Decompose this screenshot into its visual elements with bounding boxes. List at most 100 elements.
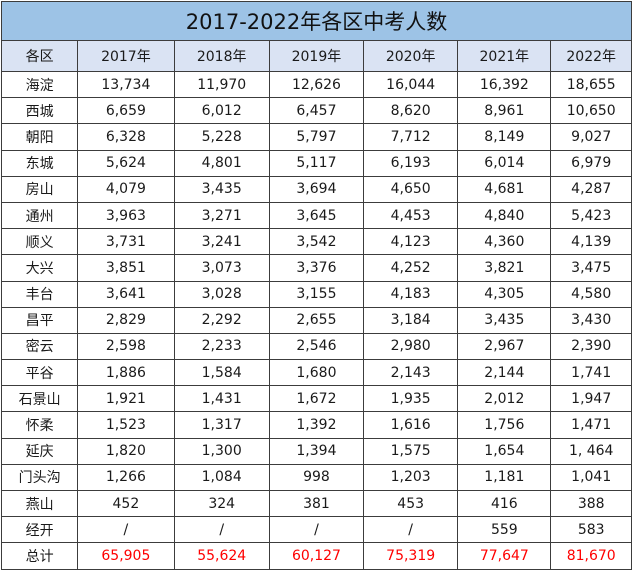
count-cell: 2,655 xyxy=(268,306,365,334)
count-cell: 4,139 xyxy=(550,228,632,256)
count-cell: 6,014 xyxy=(457,149,552,177)
count-cell: 3,073 xyxy=(173,254,270,282)
count-cell: 2,292 xyxy=(173,306,270,334)
count-cell: 4,650 xyxy=(363,175,459,203)
count-cell: 4,801 xyxy=(173,149,270,177)
count-cell: 3,475 xyxy=(550,254,632,282)
district-cell: 西城 xyxy=(0,97,79,125)
count-cell: 4,123 xyxy=(363,228,459,256)
count-cell: 453 xyxy=(363,489,459,518)
district-cell: 东城 xyxy=(0,149,79,177)
district-cell: 丰台 xyxy=(0,280,79,308)
count-cell: 18,655 xyxy=(550,70,632,99)
count-cell: 5,423 xyxy=(550,201,632,230)
header-cell: 2021年 xyxy=(457,40,552,72)
count-cell: 5,624 xyxy=(77,149,175,177)
count-cell: 1,300 xyxy=(173,437,270,465)
count-cell: / xyxy=(268,516,365,544)
count-cell: 1,523 xyxy=(77,411,175,439)
count-cell: 3,155 xyxy=(268,280,365,308)
count-cell: 1,947 xyxy=(550,385,632,413)
table-row: 延庆 1,820 1,300 1,394 1,575 1,654 1, 464 xyxy=(0,437,632,465)
count-cell: 1,471 xyxy=(550,411,632,439)
table-row: 东城 5,624 4,801 5,117 6,193 6,014 6,979 xyxy=(0,149,632,177)
count-cell: 3,435 xyxy=(173,175,270,203)
count-cell: 2,012 xyxy=(457,385,552,413)
count-cell: 5,228 xyxy=(173,123,270,151)
count-cell: 4,252 xyxy=(363,254,459,282)
count-cell: 1,041 xyxy=(550,463,632,492)
district-cell: 怀柔 xyxy=(0,411,79,439)
count-cell: 7,712 xyxy=(363,123,459,151)
title-row: 2017-2022年各区中考人数 xyxy=(1,1,632,41)
count-cell: 4,287 xyxy=(550,175,632,203)
count-cell: 2,967 xyxy=(457,332,552,361)
count-cell: 4,079 xyxy=(77,175,175,203)
total-cell: 55,624 xyxy=(173,542,270,570)
count-cell: 416 xyxy=(457,489,552,518)
count-cell: 1,317 xyxy=(173,411,270,439)
district-cell: 门头沟 xyxy=(0,463,79,492)
count-cell: / xyxy=(173,516,270,544)
count-cell: 1,756 xyxy=(457,411,552,439)
header-cell: 各区 xyxy=(0,40,79,72)
total-cell: 60,127 xyxy=(268,542,365,570)
count-cell: 3,542 xyxy=(268,228,365,256)
count-cell: 3,694 xyxy=(268,175,365,203)
count-cell: 8,620 xyxy=(363,97,459,125)
count-cell: 3,435 xyxy=(457,306,552,334)
count-cell: 16,044 xyxy=(363,70,459,99)
count-cell: 1,680 xyxy=(268,359,365,387)
count-cell: / xyxy=(363,516,459,544)
count-cell: 2,980 xyxy=(363,332,459,361)
count-cell: 1,886 xyxy=(77,359,175,387)
district-cell: 昌平 xyxy=(0,306,79,334)
count-cell: 1,820 xyxy=(77,437,175,465)
district-cell: 经开 xyxy=(0,516,79,544)
count-cell: 4,840 xyxy=(457,201,552,230)
table-row: 丰台 3,641 3,028 3,155 4,183 4,305 4,580 xyxy=(0,280,632,308)
count-cell: 583 xyxy=(550,516,632,544)
count-cell: / xyxy=(77,516,175,544)
count-cell: 6,659 xyxy=(77,97,175,125)
count-cell: 324 xyxy=(173,489,270,518)
count-cell: 6,979 xyxy=(550,149,632,177)
count-cell: 4,453 xyxy=(363,201,459,230)
district-cell: 房山 xyxy=(0,175,79,203)
header-cell: 2019年 xyxy=(268,40,365,72)
district-cell: 燕山 xyxy=(0,489,79,518)
count-cell: 6,457 xyxy=(268,97,365,125)
district-cell: 海淀 xyxy=(0,70,79,99)
header-cell: 2018年 xyxy=(173,40,270,72)
table-row: 朝阳 6,328 5,228 5,797 7,712 8,149 9,027 xyxy=(0,123,632,151)
count-cell: 1,584 xyxy=(173,359,270,387)
district-cell: 通州 xyxy=(0,201,79,230)
count-cell: 3,028 xyxy=(173,280,270,308)
count-cell: 1,084 xyxy=(173,463,270,492)
table-row: 平谷 1,886 1,584 1,680 2,143 2,144 1,741 xyxy=(0,359,632,387)
count-cell: 388 xyxy=(550,489,632,518)
count-cell: 3,376 xyxy=(268,254,365,282)
count-cell: 4,681 xyxy=(457,175,552,203)
count-cell: 3,241 xyxy=(173,228,270,256)
table-row: 怀柔 1,523 1,317 1,392 1,616 1,756 1,471 xyxy=(0,411,632,439)
count-cell: 16,392 xyxy=(457,70,552,99)
district-cell: 朝阳 xyxy=(0,123,79,151)
table-row: 石景山 1,921 1,431 1,672 1,935 2,012 1,947 xyxy=(0,385,632,413)
district-cell: 密云 xyxy=(0,332,79,361)
count-cell: 1, 464 xyxy=(550,437,632,465)
total-row: 总计 65,905 55,624 60,127 75,319 77,647 81,670 xyxy=(0,542,632,570)
total-cell: 75,319 xyxy=(363,542,459,570)
count-cell: 1,266 xyxy=(77,463,175,492)
count-cell: 11,970 xyxy=(173,70,270,99)
count-cell: 3,184 xyxy=(363,306,459,334)
count-cell: 998 xyxy=(268,463,365,492)
count-cell: 1,203 xyxy=(363,463,459,492)
district-cell: 平谷 xyxy=(0,359,79,387)
count-cell: 1,616 xyxy=(363,411,459,439)
total-label: 总计 xyxy=(0,542,79,570)
count-cell: 8,961 xyxy=(457,97,552,125)
total-cell: 77,647 xyxy=(457,542,552,570)
